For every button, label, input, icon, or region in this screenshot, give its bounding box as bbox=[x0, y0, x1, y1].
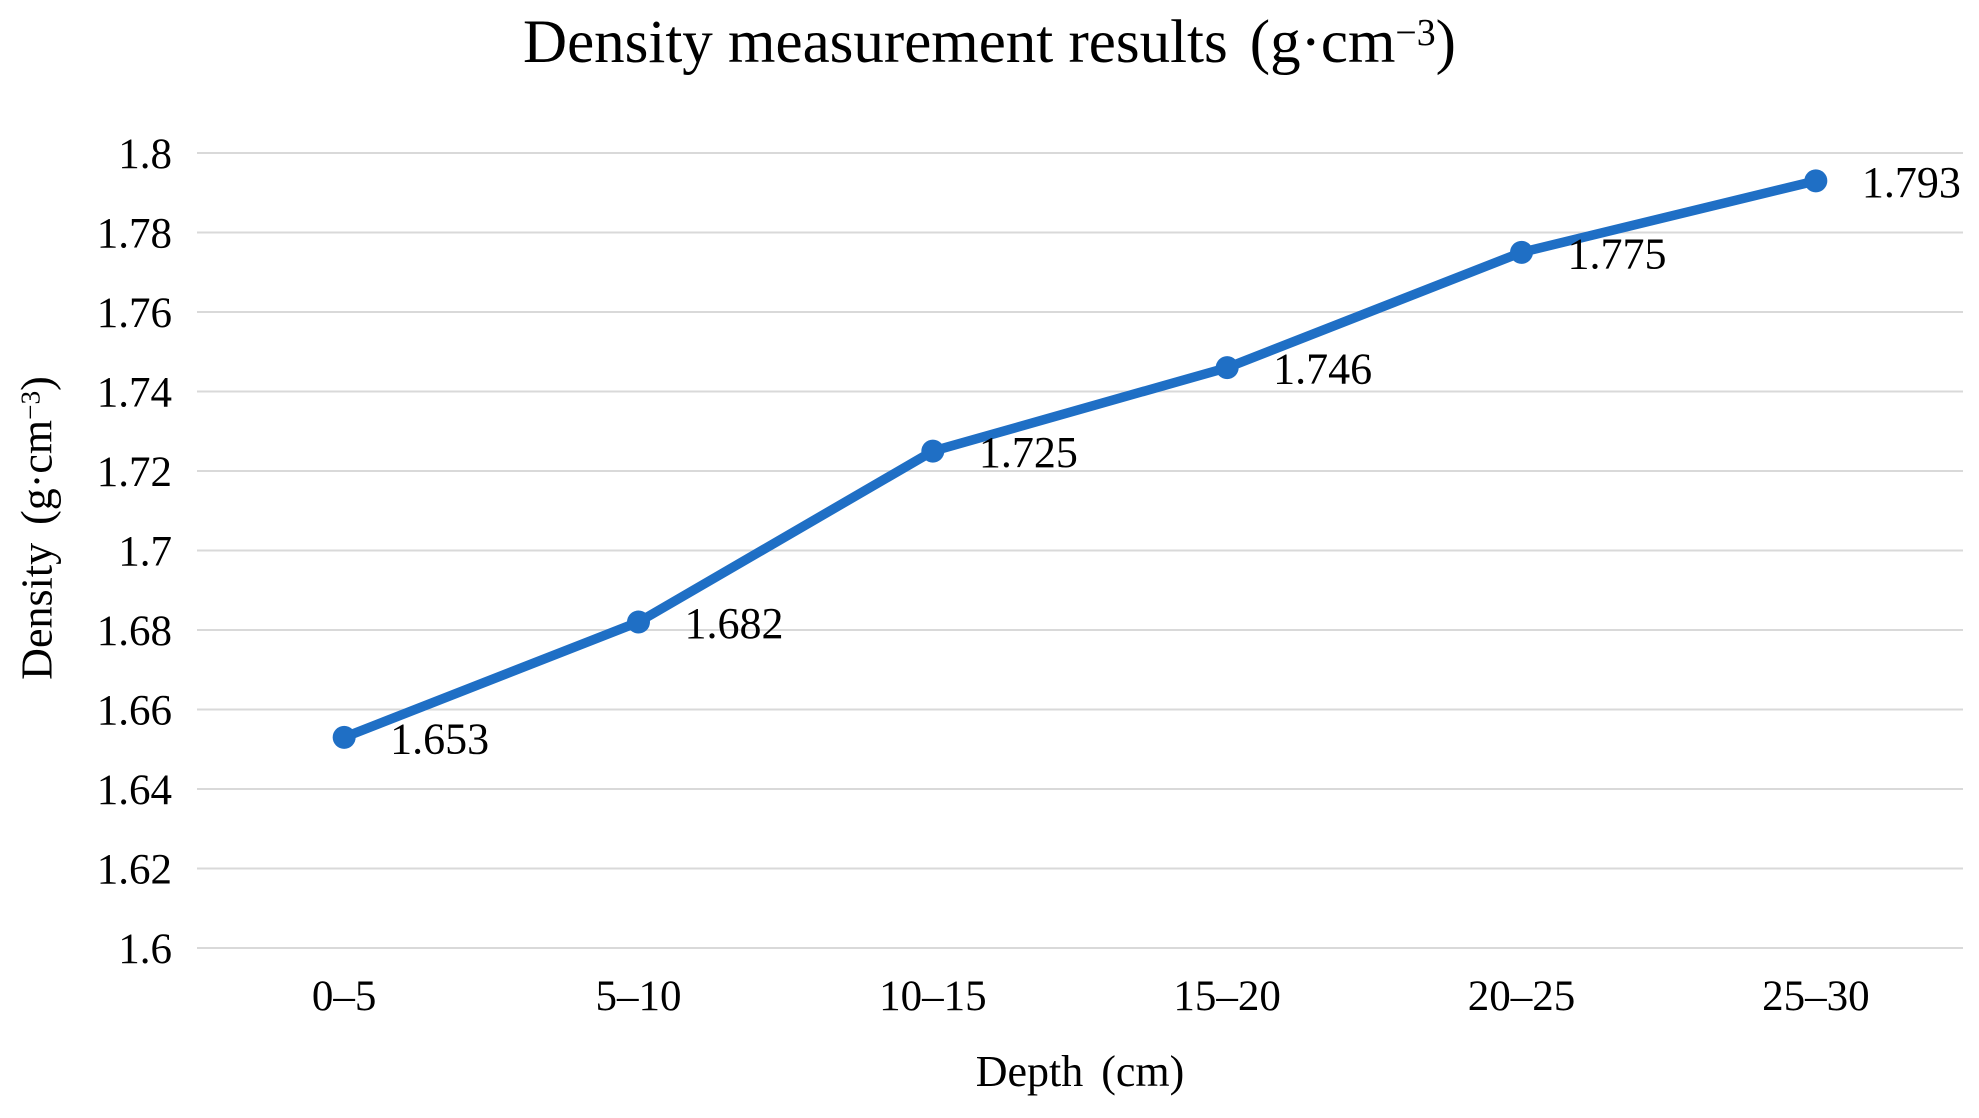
y-axis-title: Density (g·cm−3) bbox=[12, 376, 63, 680]
x-tick-label: 0–5 bbox=[312, 973, 377, 1020]
y-tick-label: 1.64 bbox=[97, 767, 172, 814]
x-tick-label: 20–25 bbox=[1468, 973, 1576, 1020]
y-tick-label: 1.78 bbox=[97, 211, 172, 258]
data-point-label: 1.682 bbox=[685, 599, 784, 648]
chart-title-text: Density measurement results bbox=[523, 9, 1228, 76]
y-axis-title-unit-open: (g·cm bbox=[12, 419, 62, 525]
data-point-marker bbox=[1804, 169, 1828, 193]
chart-title-unit-close: ) bbox=[1435, 9, 1456, 76]
data-point-label: 1.746 bbox=[1273, 345, 1372, 394]
chart-title-unit-exponent: −3 bbox=[1395, 11, 1436, 54]
x-axis-title-unit-open: (cm bbox=[1101, 1047, 1170, 1096]
data-point-label: 1.793 bbox=[1862, 158, 1961, 207]
data-point-marker bbox=[1215, 356, 1239, 380]
y-axis-title-unit-close: ) bbox=[12, 376, 62, 391]
y-tick-label: 1.68 bbox=[97, 608, 172, 655]
y-tick-label: 1.74 bbox=[97, 370, 172, 417]
y-tick-label: 1.8 bbox=[118, 131, 172, 178]
data-point-marker bbox=[332, 725, 356, 749]
series-line bbox=[339, 176, 1821, 743]
x-tick-label: 15–20 bbox=[1173, 973, 1281, 1020]
y-tick-label: 1.72 bbox=[97, 449, 172, 496]
y-tick-label: 1.76 bbox=[97, 290, 172, 337]
y-axis-title-text: Density bbox=[12, 542, 62, 680]
x-axis-title-unit-close: ) bbox=[1169, 1047, 1185, 1096]
x-tick-label: 25–30 bbox=[1762, 973, 1870, 1020]
data-point-label: 1.725 bbox=[979, 428, 1078, 477]
x-tick-label: 5–10 bbox=[596, 973, 682, 1020]
data-point-marker bbox=[921, 439, 945, 463]
x-tick-label: 10–15 bbox=[879, 973, 987, 1020]
y-tick-label: 1.7 bbox=[118, 529, 172, 576]
y-tick-label: 1.6 bbox=[118, 926, 172, 973]
y-axis-title-unit-exponent: −3 bbox=[15, 390, 46, 420]
chart-title-unit-open: (g·cm bbox=[1249, 9, 1396, 76]
chart-title: Density measurement results (g·cm−3) bbox=[0, 8, 1979, 78]
data-point-marker bbox=[627, 610, 650, 634]
data-point-label: 1.775 bbox=[1568, 229, 1667, 278]
data-point-marker bbox=[1510, 240, 1533, 264]
data-point-label: 1.653 bbox=[390, 714, 489, 763]
x-axis-title: Depth (cm) bbox=[197, 1046, 1963, 1097]
x-axis-title-text: Depth bbox=[975, 1047, 1084, 1096]
y-tick-label: 1.62 bbox=[97, 847, 172, 894]
y-tick-label: 1.66 bbox=[97, 688, 172, 735]
